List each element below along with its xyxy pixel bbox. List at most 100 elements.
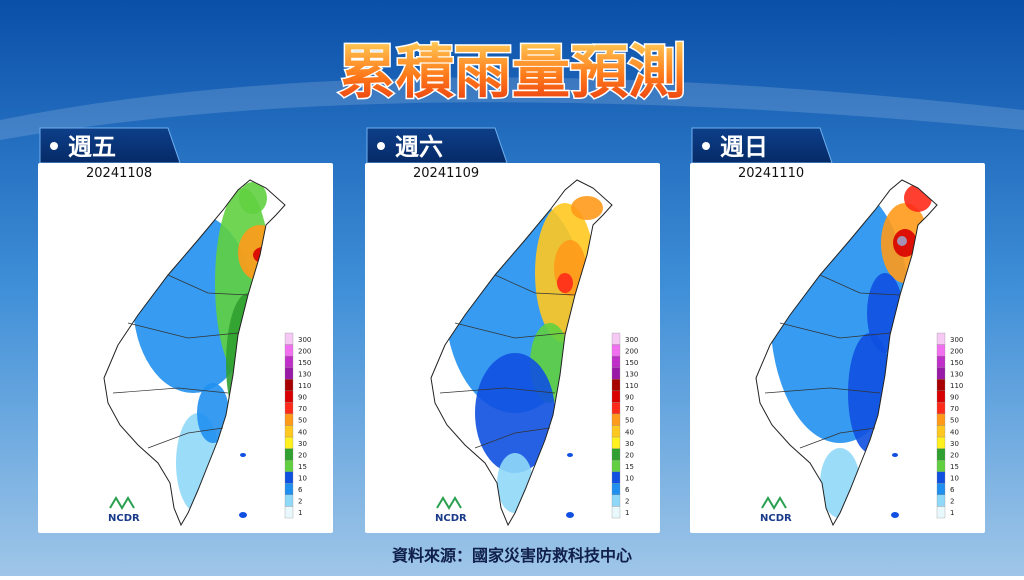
date-label: 20241110 — [738, 166, 804, 181]
legend-label: 200 — [298, 347, 311, 355]
legend-swatch — [936, 355, 946, 368]
legend-label: 150 — [950, 359, 963, 367]
logo-icon — [761, 496, 787, 510]
legend-swatch — [284, 379, 294, 391]
map-panel: 20241110NCDR3002001501301109070504030201… — [690, 163, 985, 533]
legend-swatch — [611, 413, 621, 426]
rain-area — [239, 182, 267, 214]
legend-swatch — [611, 367, 621, 380]
island — [567, 453, 573, 457]
island — [239, 512, 247, 518]
legend-swatch — [936, 448, 946, 461]
legend-label: 20 — [298, 451, 307, 459]
legend-swatch — [936, 425, 946, 438]
tab-bullet — [50, 142, 58, 150]
legend-label: 110 — [625, 382, 638, 390]
legend-label: 1 — [950, 509, 954, 517]
legend-label: 20 — [950, 451, 959, 459]
title: 累積雨量預測 — [338, 38, 686, 106]
light-streak — [0, 77, 1024, 140]
legend-swatch — [284, 355, 294, 368]
legend-label: 2 — [298, 498, 302, 506]
legend-label: 300 — [625, 336, 638, 344]
legend-label: 150 — [625, 359, 638, 367]
day-label: 週五 — [68, 133, 116, 161]
legend-swatch — [611, 448, 621, 461]
day-tab: 週六 — [366, 127, 508, 164]
legend-swatch — [936, 494, 946, 507]
legend-label: 90 — [625, 394, 634, 402]
legend-label: 1 — [625, 509, 629, 517]
legend-label: 15 — [298, 463, 307, 471]
legend-swatch — [936, 483, 946, 496]
legend-label: 130 — [298, 370, 311, 378]
legend-swatch — [611, 494, 621, 507]
legend-label: 50 — [950, 417, 959, 425]
legend-label: 15 — [950, 463, 959, 471]
legend-swatch — [611, 436, 621, 449]
legend-swatch — [936, 436, 946, 449]
legend-swatch — [284, 483, 294, 496]
legend-label: 70 — [625, 405, 634, 413]
legend-swatch — [284, 402, 294, 415]
map-panel: 20241108NCDR3002001501301109070504030201… — [38, 163, 333, 533]
legend-swatch — [611, 332, 621, 345]
legend-label: 20 — [625, 451, 634, 459]
legend-swatch — [936, 402, 946, 415]
legend-label: 300 — [298, 336, 311, 344]
legend-label: 10 — [950, 475, 959, 483]
legend-swatch — [284, 471, 294, 484]
day-tab: 週日 — [691, 127, 833, 164]
legend-label: 70 — [950, 405, 959, 413]
legend-swatch — [611, 460, 621, 472]
legend-swatch — [611, 344, 621, 357]
day-label: 週六 — [395, 133, 443, 161]
legend-swatch — [936, 506, 946, 519]
logo-mark: NCDR — [108, 513, 140, 524]
legend-swatch — [284, 436, 294, 449]
date-label: 20241109 — [413, 166, 479, 181]
legend-label: 2 — [625, 498, 629, 506]
county-lines — [439, 274, 576, 449]
legend-label: 2 — [950, 498, 954, 506]
county-lines — [764, 274, 901, 449]
legend-label: 90 — [298, 394, 307, 402]
tab-bullet — [702, 142, 710, 150]
legend-label: 30 — [625, 440, 634, 448]
rain-area — [571, 196, 603, 220]
legend-swatch — [284, 390, 294, 403]
county-lines — [112, 274, 249, 449]
legend-swatch — [284, 344, 294, 357]
legend-label: 40 — [298, 428, 307, 436]
legend-swatch — [284, 460, 294, 472]
legend-label: 30 — [950, 440, 959, 448]
taiwan-outline — [755, 179, 938, 527]
legend-label: 1 — [298, 509, 302, 517]
legend-swatch — [611, 402, 621, 415]
legend-label: 130 — [950, 370, 963, 378]
island — [891, 512, 899, 518]
legend-swatch — [611, 425, 621, 438]
legend-label: 110 — [950, 382, 963, 390]
legend-label: 40 — [950, 428, 959, 436]
legend-swatch — [611, 379, 621, 391]
legend-label: 90 — [950, 394, 959, 402]
legend-swatch — [936, 367, 946, 380]
legend-label: 300 — [950, 336, 963, 344]
rain-area — [557, 273, 573, 293]
legend-swatch — [936, 332, 946, 345]
legend-label: 10 — [625, 475, 634, 483]
legend-swatch — [284, 494, 294, 507]
logo-mark: NCDR — [760, 513, 792, 524]
legend-label: 200 — [950, 347, 963, 355]
legend-label: 50 — [625, 417, 634, 425]
legend-label: 110 — [298, 382, 311, 390]
logo-icon — [109, 496, 135, 510]
legend-label: 30 — [298, 440, 307, 448]
legend-swatch — [284, 448, 294, 461]
legend-label: 150 — [298, 359, 311, 367]
legend-label: 130 — [625, 370, 638, 378]
legend-swatch — [611, 390, 621, 403]
